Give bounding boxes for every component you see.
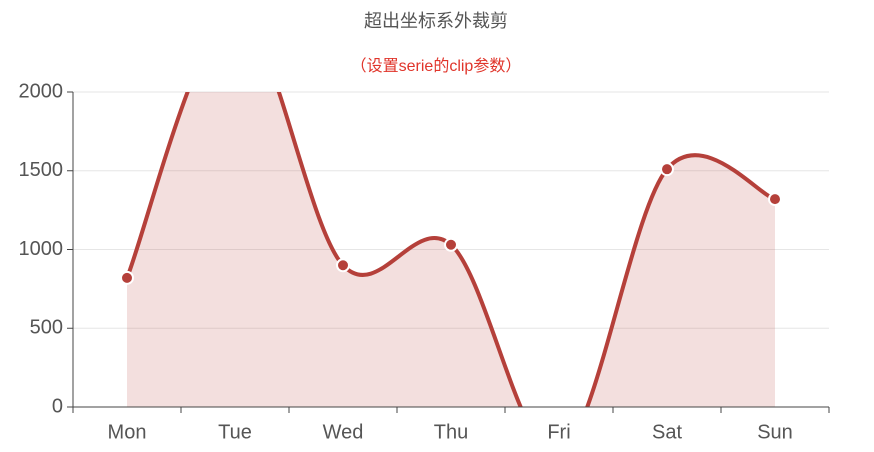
chart-title: 超出坐标系外裁剪 xyxy=(364,11,508,31)
y-tick-label: 500 xyxy=(30,317,63,339)
x-tick-label: Tue xyxy=(218,421,252,443)
x-tick-label: Wed xyxy=(323,421,364,443)
point xyxy=(229,7,241,19)
point xyxy=(768,192,782,207)
series xyxy=(120,7,782,452)
y-tick-label: 1500 xyxy=(19,159,64,181)
point xyxy=(553,448,565,452)
y-tick-label: 2000 xyxy=(19,80,64,102)
x-tick-label: Fri xyxy=(547,421,570,443)
x-tick-label: Thu xyxy=(434,421,468,443)
y-tick-label: 1000 xyxy=(19,238,64,260)
y-tick-label: 0 xyxy=(52,395,63,417)
x-tick-label: Sun xyxy=(757,421,793,443)
point xyxy=(444,237,458,252)
x-tick-label: Mon xyxy=(108,421,147,443)
point xyxy=(336,258,350,273)
point xyxy=(120,270,134,285)
chart-subtitle: （设置serie的clip参数） xyxy=(351,57,522,75)
point xyxy=(660,162,674,177)
area xyxy=(127,92,775,407)
x-tick-label: Sat xyxy=(652,421,682,443)
